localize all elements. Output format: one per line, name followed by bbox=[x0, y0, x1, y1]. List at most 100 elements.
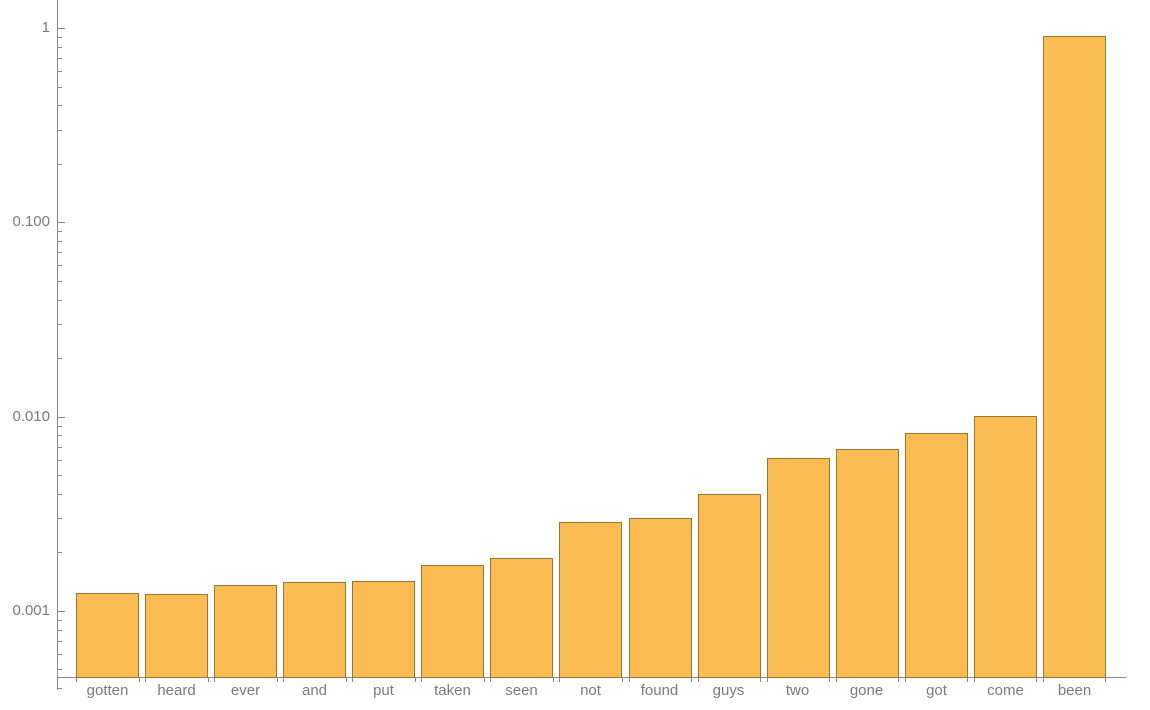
x-tick bbox=[277, 678, 278, 682]
x-tick bbox=[1036, 678, 1037, 682]
x-tick bbox=[145, 678, 146, 682]
y-minor-tick bbox=[57, 447, 62, 448]
y-minor-tick bbox=[57, 87, 62, 88]
y-minor-tick bbox=[57, 105, 62, 106]
y-major-tick bbox=[57, 28, 65, 29]
bar-seen bbox=[490, 558, 553, 678]
y-minor-tick bbox=[57, 130, 62, 131]
bar-found bbox=[629, 518, 692, 678]
y-minor-tick bbox=[57, 265, 62, 266]
y-tick-label: 0.010 bbox=[12, 408, 50, 425]
x-category-label: not bbox=[580, 682, 601, 699]
x-tick bbox=[76, 678, 77, 682]
y-minor-tick bbox=[57, 37, 62, 38]
bar-taken bbox=[421, 565, 484, 678]
y-minor-tick bbox=[57, 518, 62, 519]
x-category-label: ever bbox=[230, 682, 261, 699]
x-tick bbox=[905, 678, 906, 682]
x-tick bbox=[484, 678, 485, 682]
y-minor-tick bbox=[57, 426, 62, 427]
y-axis bbox=[57, 0, 58, 690]
y-minor-tick bbox=[57, 552, 62, 553]
y-minor-tick bbox=[57, 164, 62, 165]
bar-come bbox=[974, 416, 1037, 678]
y-minor-tick bbox=[57, 231, 62, 232]
y-minor-tick bbox=[57, 58, 62, 59]
y-minor-tick bbox=[57, 688, 62, 689]
y-minor-tick bbox=[57, 300, 62, 301]
y-minor-tick bbox=[57, 281, 62, 282]
x-tick bbox=[622, 678, 623, 682]
bar-put bbox=[352, 581, 415, 678]
x-category-label: seen bbox=[505, 682, 538, 699]
x-category-label: found bbox=[640, 682, 679, 699]
y-minor-tick bbox=[57, 460, 62, 461]
x-category-label: come bbox=[987, 682, 1024, 699]
x-tick bbox=[553, 678, 554, 682]
bar-guys bbox=[698, 494, 761, 678]
x-category-label: heard bbox=[157, 682, 196, 699]
x-tick bbox=[490, 678, 491, 682]
y-tick-label: 0.001 bbox=[12, 602, 50, 619]
bar-got bbox=[905, 433, 968, 678]
y-tick-label: 1 bbox=[41, 19, 50, 36]
y-tick-label: 0.100 bbox=[12, 213, 50, 230]
y-minor-tick bbox=[57, 71, 62, 72]
bar-gotten bbox=[76, 593, 139, 678]
x-tick bbox=[967, 678, 968, 682]
y-minor-tick bbox=[57, 669, 62, 670]
bar-two bbox=[767, 458, 830, 678]
x-category-label: two bbox=[785, 682, 810, 699]
x-tick bbox=[829, 678, 830, 682]
y-minor-tick bbox=[57, 47, 62, 48]
bar-not bbox=[559, 522, 622, 678]
x-tick bbox=[415, 678, 416, 682]
x-tick bbox=[139, 678, 140, 682]
y-major-tick bbox=[57, 417, 65, 418]
x-tick bbox=[214, 678, 215, 682]
y-minor-tick bbox=[57, 435, 62, 436]
y-minor-tick bbox=[57, 494, 62, 495]
x-tick bbox=[1043, 678, 1044, 682]
y-minor-tick bbox=[57, 630, 62, 631]
y-minor-tick bbox=[57, 641, 62, 642]
y-major-tick bbox=[57, 222, 65, 223]
y-major-tick bbox=[57, 611, 65, 612]
y-minor-tick bbox=[57, 620, 62, 621]
x-tick bbox=[974, 678, 975, 682]
x-tick bbox=[283, 678, 284, 682]
y-minor-tick bbox=[57, 241, 62, 242]
bar-heard bbox=[145, 594, 208, 678]
x-tick bbox=[1105, 678, 1106, 682]
x-tick bbox=[208, 678, 209, 682]
y-minor-tick bbox=[57, 252, 62, 253]
x-tick bbox=[767, 678, 768, 682]
y-minor-tick bbox=[57, 475, 62, 476]
x-category-label: gone bbox=[849, 682, 884, 699]
bar-been bbox=[1043, 36, 1106, 678]
x-tick bbox=[898, 678, 899, 682]
x-category-label: put bbox=[373, 682, 394, 699]
x-tick bbox=[691, 678, 692, 682]
bar-gone bbox=[836, 449, 899, 678]
x-category-label: taken bbox=[434, 682, 471, 699]
x-category-label: been bbox=[1057, 682, 1092, 699]
y-minor-tick bbox=[57, 654, 62, 655]
x-category-label: gotten bbox=[86, 682, 129, 699]
x-tick bbox=[421, 678, 422, 682]
x-tick bbox=[836, 678, 837, 682]
y-minor-tick bbox=[57, 358, 62, 359]
x-tick bbox=[346, 678, 347, 682]
x-category-label: guys bbox=[712, 682, 745, 699]
bar-and bbox=[283, 582, 346, 678]
x-tick bbox=[698, 678, 699, 682]
bar-ever bbox=[214, 585, 277, 678]
x-category-label: and bbox=[301, 682, 328, 699]
y-minor-tick bbox=[57, 324, 62, 325]
x-category-label: got bbox=[926, 682, 947, 699]
x-tick bbox=[559, 678, 560, 682]
x-tick bbox=[760, 678, 761, 682]
x-tick bbox=[352, 678, 353, 682]
x-tick bbox=[629, 678, 630, 682]
